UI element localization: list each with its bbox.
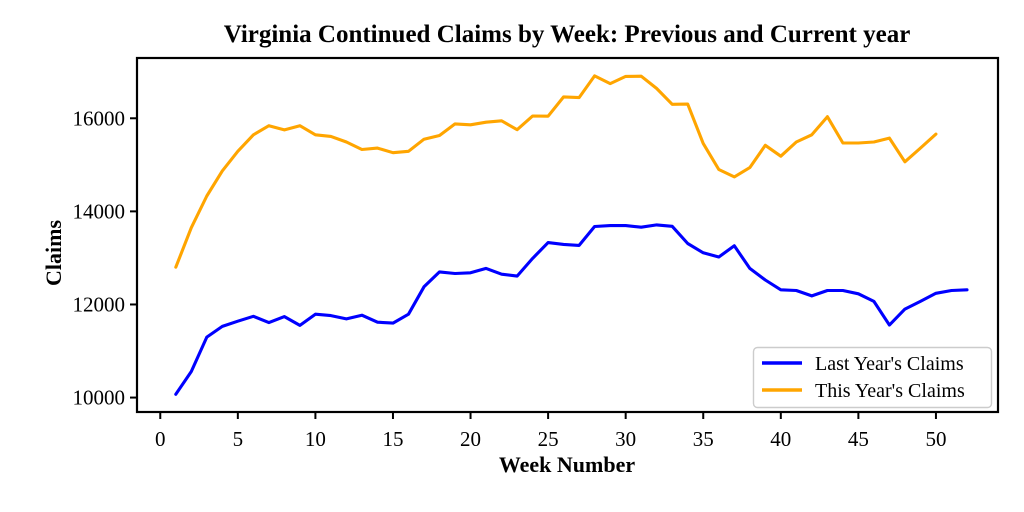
chart-title: Virginia Continued Claims by Week: Previ… [224,21,911,48]
x-tick-label: 15 [382,427,403,451]
x-tick-label: 10 [305,427,326,451]
plot-frame [135,56,1000,414]
series-line-last-year-s-claims [174,223,969,396]
y-tick-label: 16000 [73,106,126,130]
y-tick-label: 10000 [73,386,126,410]
y-axis-ticks: 10000 12000 14000 16000 [73,106,137,410]
x-tick-label: 45 [848,427,869,451]
x-tick-label: 50 [925,427,946,451]
x-tick-label: 35 [693,427,714,451]
legend-box [752,346,993,409]
legend: Last Year's Claims This Year's Claims [752,346,993,409]
x-tick-label: 20 [460,427,481,451]
y-axis-label: Claims [41,220,66,286]
series-line-this-year-s-claims [174,74,938,269]
x-tick-label: 30 [615,427,636,451]
x-tick-label: 0 [155,427,166,451]
series-lines [174,74,969,396]
x-tick-label: 40 [770,427,791,451]
x-tick-label: 5 [233,427,244,451]
legend-label-last-year: Last Year's Claims [815,353,964,375]
y-tick-label: 12000 [73,292,126,316]
legend-label-this-year: This Year's Claims [815,380,965,402]
x-axis-label: Week Number [499,452,636,477]
x-axis-ticks: 0 5 10 15 20 25 30 35 40 45 50 [155,412,946,451]
y-tick-label: 14000 [73,199,126,223]
x-tick-label: 25 [538,427,559,451]
